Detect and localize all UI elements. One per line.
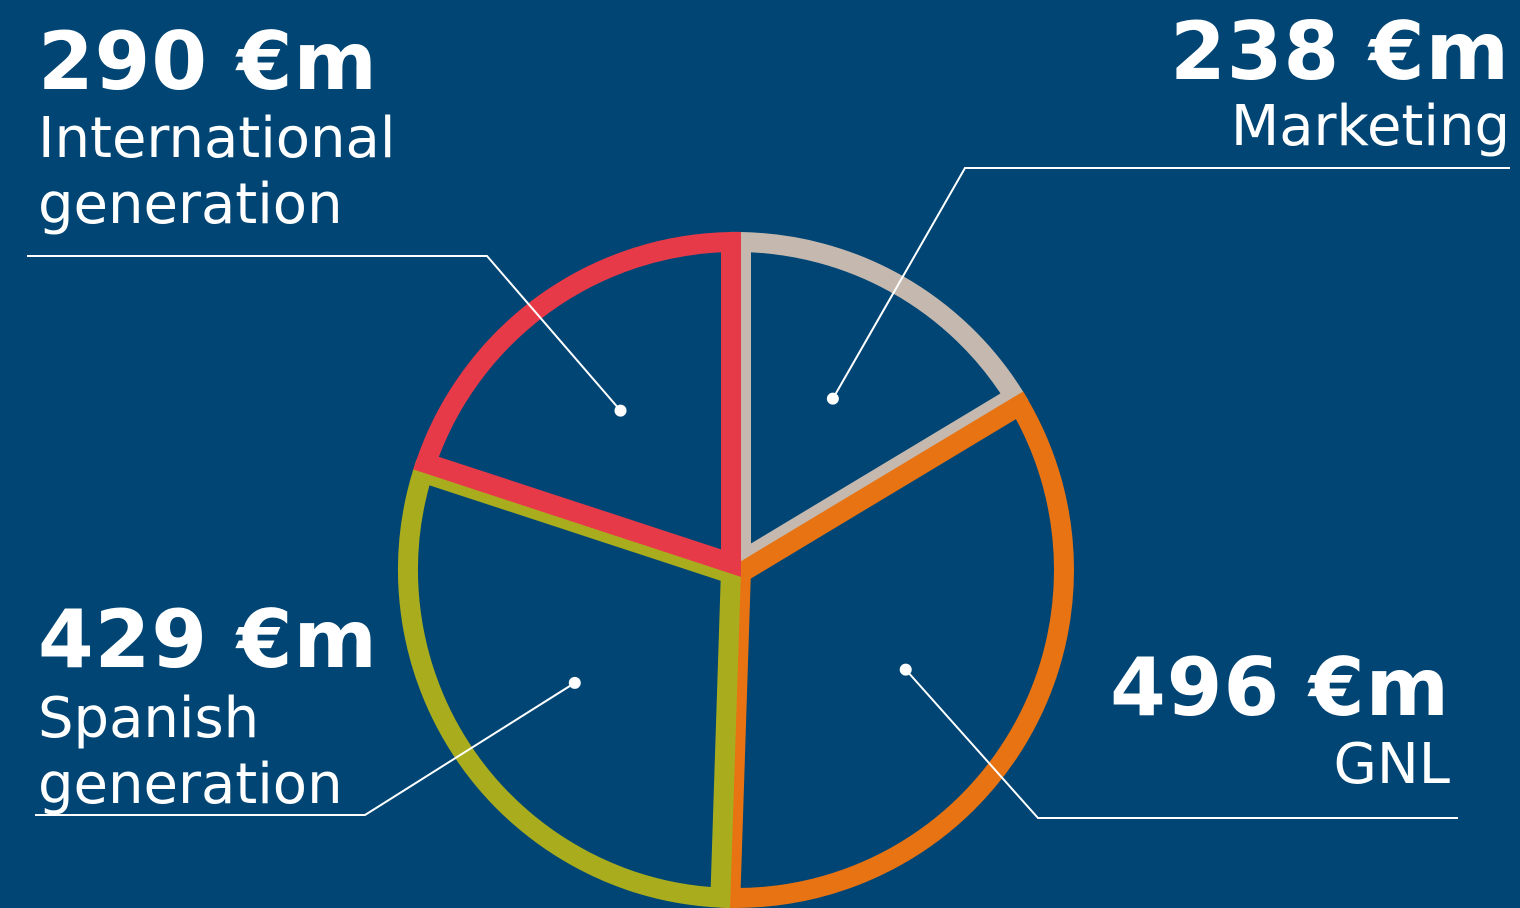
value-marketing: 238 €m bbox=[1170, 5, 1510, 98]
value-spanish-generation: 429 €m bbox=[38, 593, 378, 686]
label-spanish-generation: 429 €m Spanish generation bbox=[38, 600, 378, 818]
value-gnl: 496 €m bbox=[1110, 641, 1450, 734]
leader-dot-international bbox=[614, 404, 627, 417]
leader-dot-gnl bbox=[899, 663, 912, 676]
leader-dot-marketing bbox=[826, 392, 839, 405]
category-marketing: Marketing bbox=[1230, 94, 1510, 159]
leader-line-gnl bbox=[904, 668, 1458, 819]
label-marketing: 238 €m Marketing bbox=[1170, 12, 1510, 160]
leader-line-international bbox=[27, 255, 622, 412]
label-gnl: 496 €m GNL bbox=[1110, 648, 1450, 798]
category-gnl: GNL bbox=[1333, 732, 1450, 797]
leader-line-marketing bbox=[831, 167, 1510, 400]
label-international-generation: 290 €m International generation bbox=[38, 22, 395, 238]
pie-slice-international bbox=[413, 231, 741, 577]
category-spanish-generation: Spanish generation bbox=[38, 686, 343, 817]
pie-slice-gnl bbox=[720, 391, 1074, 908]
value-international-generation: 290 €m bbox=[38, 15, 378, 108]
leader-line-spanish bbox=[35, 682, 576, 816]
pie-slice-spanish bbox=[398, 459, 742, 908]
category-international-generation: International generation bbox=[38, 106, 396, 237]
pie-slice-marketing bbox=[731, 231, 1029, 579]
leader-dot-spanish bbox=[568, 676, 581, 689]
